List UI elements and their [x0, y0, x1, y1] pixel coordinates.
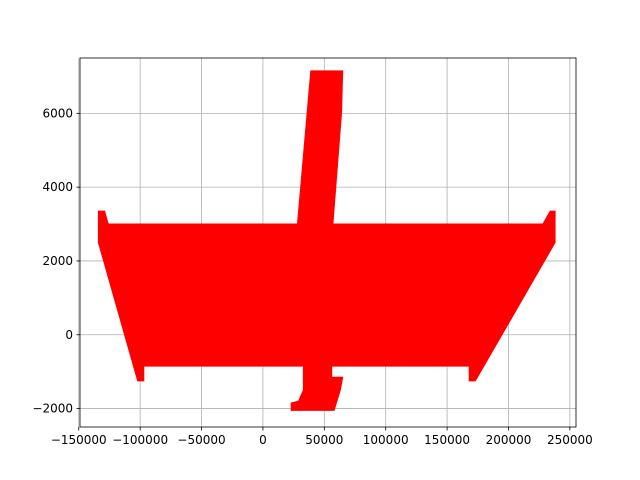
x-tick-label: −100000 — [112, 433, 168, 447]
x-tick-label: 100000 — [363, 433, 409, 447]
shape-lower-stem — [290, 365, 344, 411]
x-tick-label: 0 — [259, 433, 267, 447]
y-tick-label: −2000 — [32, 402, 73, 416]
x-tick-label: 250000 — [547, 433, 593, 447]
shape-upper-stem — [295, 70, 344, 339]
x-axis: −150000 −100000 −50000 0 50000 100000 150000 20… — [51, 427, 593, 447]
y-tick-label: 2000 — [42, 254, 73, 268]
x-tick-label: 50000 — [305, 433, 343, 447]
y-axis: −2000 0 2000 4000 6000 — [32, 106, 80, 416]
x-tick-label: 150000 — [424, 433, 470, 447]
y-tick-label: 4000 — [42, 180, 73, 194]
x-tick-label: −150000 — [51, 433, 107, 447]
x-tick-label: 200000 — [486, 433, 532, 447]
y-tick-label: 0 — [65, 328, 73, 342]
x-tick-label: −50000 — [177, 433, 225, 447]
axes-frame — [79, 57, 577, 428]
y-tick-label: 6000 — [42, 106, 73, 120]
plot-shapes — [97, 70, 556, 411]
